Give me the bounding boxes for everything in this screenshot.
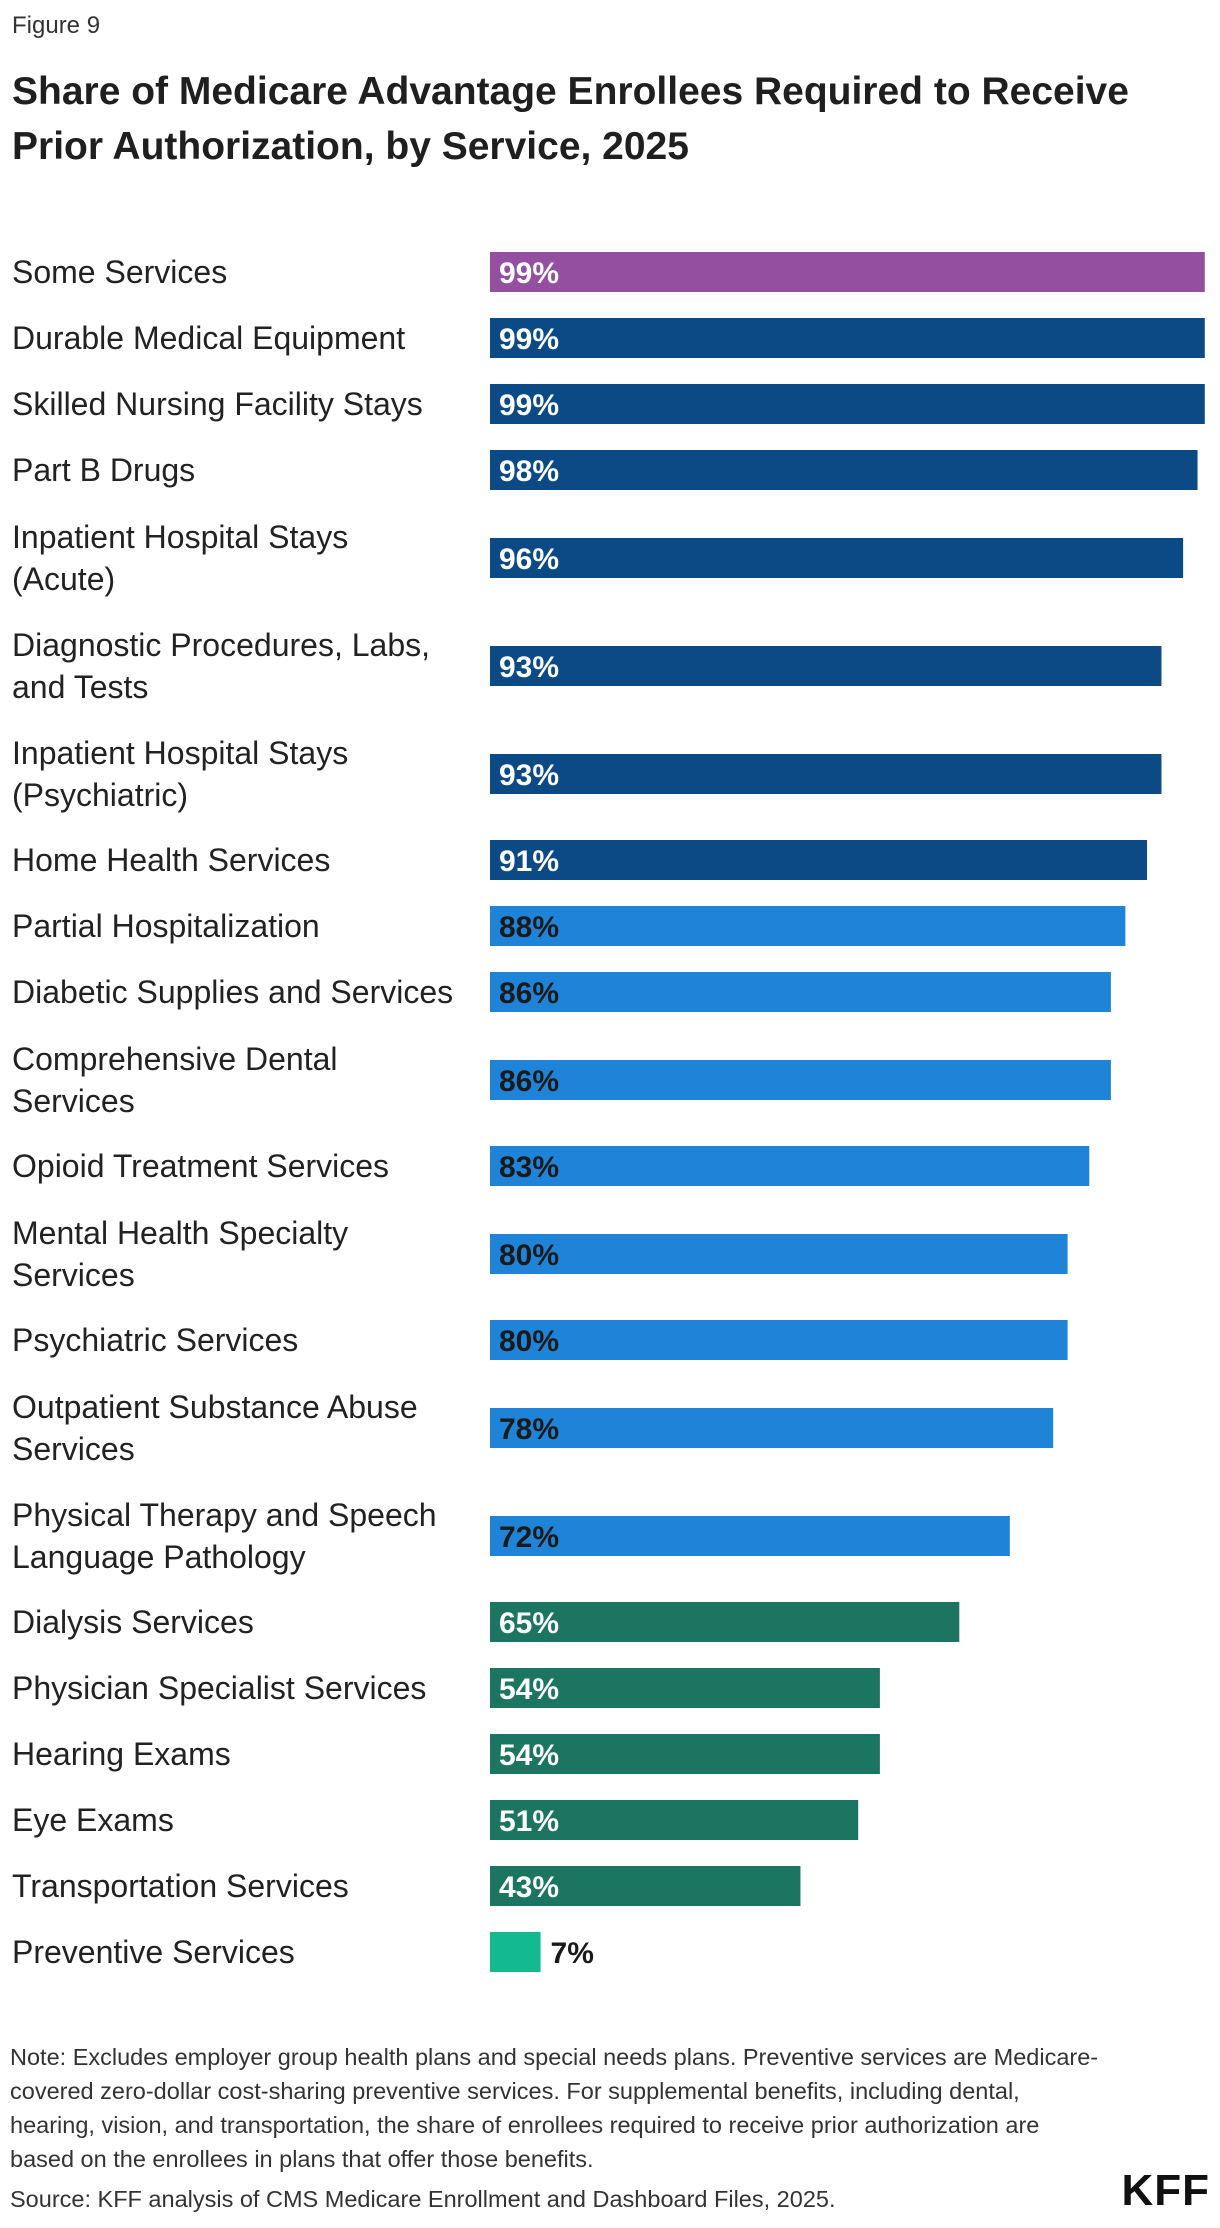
bar-comprehensive-dental-services: [490, 1060, 1111, 1100]
bar-inpatient-hospital-stays-psychiatric: [490, 754, 1162, 794]
category-label-durable-medical-equipment: Durable Medical Equipment: [12, 320, 405, 356]
chart-note: Note: Excludes employer group health pla…: [10, 2044, 1099, 2172]
bar-durable-medical-equipment: [490, 318, 1205, 358]
value-label-psychiatric-services: 80%: [499, 1325, 559, 1358]
category-label-hearing-exams: Hearing Exams: [12, 1736, 231, 1772]
figure-label: Figure 9: [12, 12, 101, 39]
category-label-eye-exams: Eye Exams: [12, 1802, 174, 1838]
value-label-dialysis-services: 65%: [499, 1607, 559, 1640]
category-label-physician-specialist-services: Physician Specialist Services: [12, 1670, 426, 1706]
bar-skilled-nursing-facility-stays: [490, 384, 1205, 424]
value-label-home-health-services: 91%: [499, 845, 559, 878]
value-label-some-services: 99%: [499, 257, 559, 290]
value-label-inpatient-hospital-stays-psychiatric: 93%: [499, 759, 559, 792]
value-label-diabetic-supplies-and-services: 86%: [499, 977, 559, 1010]
bar-transportation-services: [490, 1866, 801, 1906]
category-label-mental-health-specialty-services: Mental Health Specialty Services: [12, 1215, 348, 1293]
value-label-mental-health-specialty-services: 80%: [499, 1239, 559, 1272]
category-label-diabetic-supplies-and-services: Diabetic Supplies and Services: [12, 974, 453, 1010]
bar-psychiatric-services: [490, 1320, 1068, 1360]
value-label-outpatient-substance-abuse-services: 78%: [499, 1413, 559, 1446]
bar-home-health-services: [490, 840, 1148, 880]
value-label-durable-medical-equipment: 99%: [499, 323, 559, 356]
bar-inpatient-hospital-stays-acute: [490, 538, 1184, 578]
category-label-part-b-drugs: Part B Drugs: [12, 452, 195, 488]
kff-logo: KFF: [1121, 2166, 1210, 2215]
category-label-physical-therapy-and-speech-language-pathology: Physical Therapy and Speech Language Path…: [12, 1497, 437, 1575]
category-label-preventive-services: Preventive Services: [12, 1934, 295, 1970]
bar-dialysis-services: [490, 1602, 960, 1642]
bar-physician-specialist-services: [490, 1668, 880, 1708]
category-label-psychiatric-services: Psychiatric Services: [12, 1322, 298, 1358]
bar-opioid-treatment-services: [490, 1146, 1090, 1186]
bar-physical-therapy-and-speech-language-pathology: [490, 1516, 1010, 1556]
value-label-physical-therapy-and-speech-language-pathology: 72%: [499, 1521, 559, 1554]
chart-source: Source: KFF analysis of CMS Medicare Enr…: [10, 2186, 836, 2212]
category-label-inpatient-hospital-stays-psychiatric: Inpatient Hospital Stays (Psychiatric): [12, 735, 348, 813]
value-label-diagnostic-procedures-labs-and-tests: 93%: [499, 651, 559, 684]
bar-eye-exams: [490, 1800, 859, 1840]
value-label-preventive-services: 7%: [551, 1937, 594, 1970]
category-label-dialysis-services: Dialysis Services: [12, 1604, 254, 1640]
value-label-part-b-drugs: 98%: [499, 455, 559, 488]
value-label-partial-hospitalization: 88%: [499, 911, 559, 944]
category-label-home-health-services: Home Health Services: [12, 842, 330, 878]
value-label-comprehensive-dental-services: 86%: [499, 1065, 559, 1098]
chart-title: Share of Medicare Advantage Enrollees Re…: [12, 70, 1129, 168]
value-label-transportation-services: 43%: [499, 1871, 559, 1904]
bar-mental-health-specialty-services: [490, 1234, 1068, 1274]
value-label-hearing-exams: 54%: [499, 1739, 559, 1772]
bar-hearing-exams: [490, 1734, 880, 1774]
value-label-skilled-nursing-facility-stays: 99%: [499, 389, 559, 422]
category-label-opioid-treatment-services: Opioid Treatment Services: [12, 1148, 389, 1184]
category-label-outpatient-substance-abuse-services: Outpatient Substance Abuse Services: [12, 1389, 418, 1467]
bar-partial-hospitalization: [490, 906, 1126, 946]
value-label-physician-specialist-services: 54%: [499, 1673, 559, 1706]
category-label-transportation-services: Transportation Services: [12, 1868, 349, 1904]
category-label-some-services: Some Services: [12, 254, 227, 290]
category-label-comprehensive-dental-services: Comprehensive Dental Services: [12, 1041, 338, 1119]
category-label-partial-hospitalization: Partial Hospitalization: [12, 908, 320, 944]
category-label-inpatient-hospital-stays-acute: Inpatient Hospital Stays (Acute): [12, 519, 348, 597]
value-label-eye-exams: 51%: [499, 1805, 559, 1838]
bar-chart: Some Services 99% Durable Medical Equipmen…: [12, 252, 1205, 1972]
category-label-skilled-nursing-facility-stays: Skilled Nursing Facility Stays: [12, 386, 423, 422]
category-label-diagnostic-procedures-labs-and-tests: Diagnostic Procedures, Labs, and Tests: [12, 627, 430, 705]
bar-preventive-services: [490, 1932, 541, 1972]
value-label-opioid-treatment-services: 83%: [499, 1151, 559, 1184]
bar-part-b-drugs: [490, 450, 1198, 490]
value-label-inpatient-hospital-stays-acute: 96%: [499, 543, 559, 576]
bar-outpatient-substance-abuse-services: [490, 1408, 1054, 1448]
bar-some-services: [490, 252, 1205, 292]
bar-diagnostic-procedures-labs-and-tests: [490, 646, 1162, 686]
bar-diabetic-supplies-and-services: [490, 972, 1111, 1012]
